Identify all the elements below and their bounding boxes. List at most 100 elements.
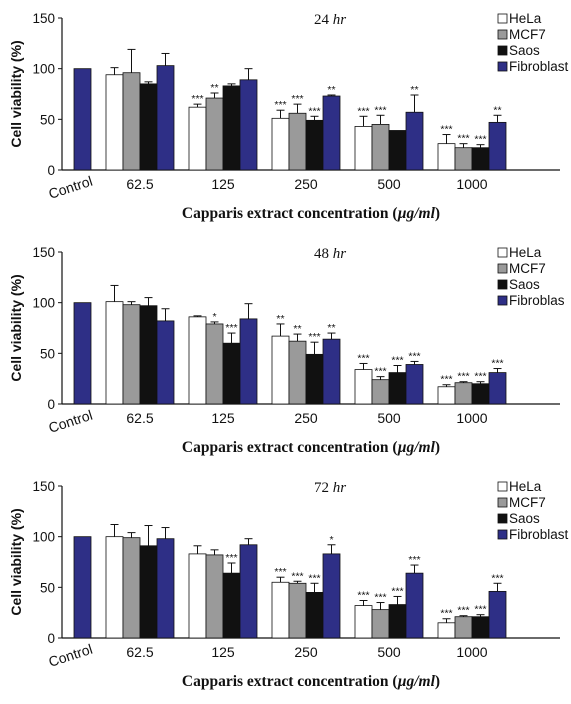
legend-swatch-saos xyxy=(497,45,508,56)
significance-label: *** xyxy=(357,105,369,117)
bar-control xyxy=(73,536,92,639)
significance-label: *** xyxy=(308,105,320,117)
legend-swatch-hela xyxy=(497,247,508,258)
bar-saos xyxy=(471,616,490,639)
bar-hela xyxy=(188,553,207,639)
legend-swatch-fibroblast xyxy=(497,529,508,540)
bar-saos xyxy=(222,85,241,171)
bar-fibroblas xyxy=(322,338,341,405)
chart-title: 48 hr xyxy=(314,246,346,262)
bar-hela xyxy=(188,316,207,405)
x-tick-label: 125 xyxy=(211,410,235,426)
legend-swatch-mcf7 xyxy=(497,263,508,274)
significance-label: *** xyxy=(474,371,486,383)
x-axis-label: Capparis extract concentration (µg/ml) xyxy=(182,439,440,456)
bar-fibroblast xyxy=(322,95,341,171)
significance-label: ** xyxy=(276,313,284,325)
bar-hela xyxy=(188,106,207,171)
legend-swatch-hela xyxy=(497,481,508,492)
significance-label: *** xyxy=(225,322,237,334)
significance-label: *** xyxy=(474,134,486,146)
x-tick-label: 62.5 xyxy=(126,644,153,660)
bar-mcf7 xyxy=(371,379,390,405)
bar-mcf7 xyxy=(122,537,141,639)
bar-mcf7 xyxy=(454,382,473,405)
bar-mcf7 xyxy=(371,124,390,171)
bar-mcf7 xyxy=(122,304,141,405)
bar-mcf7 xyxy=(454,616,473,639)
significance-label: *** xyxy=(374,366,386,378)
bar-saos xyxy=(305,119,324,171)
bar-saos xyxy=(388,372,407,405)
significance-label: *** xyxy=(440,124,452,136)
y-tick-label: 50 xyxy=(40,112,55,127)
legend-label: Fibroblast xyxy=(509,527,569,542)
significance-label: *** xyxy=(491,358,503,370)
y-tick-label: 100 xyxy=(32,530,55,545)
bar-mcf7 xyxy=(205,323,224,405)
chart-panel-48hr: Cell viability (%) 0 50 100 150 Control 62.5 12… xyxy=(0,234,571,468)
bar-mcf7 xyxy=(205,97,224,171)
significance-label: *** xyxy=(374,104,386,116)
y-axis-label: Cell viability (%) xyxy=(8,274,24,381)
x-tick-label: 1000 xyxy=(456,176,487,192)
bar-control xyxy=(73,68,92,171)
bar-saos xyxy=(139,83,158,171)
chart-panel-72hr: Cell viability (%) 0 50 100 150 Control 62.5 12… xyxy=(0,468,571,702)
bar-hela xyxy=(105,301,124,405)
significance-label: ** xyxy=(410,84,418,96)
bar-fibroblast xyxy=(239,544,258,639)
x-tick-label: 250 xyxy=(294,410,318,426)
legend-swatch-mcf7 xyxy=(497,497,508,508)
significance-label: *** xyxy=(274,99,286,111)
bar-fibroblast xyxy=(405,572,424,639)
legend-label: Saos xyxy=(509,43,540,58)
legend-swatch-saos xyxy=(497,279,508,290)
bar-fibroblas xyxy=(239,318,258,405)
significance-label: *** xyxy=(457,605,469,617)
legend-label: MCF7 xyxy=(509,261,546,276)
x-tick-label: 500 xyxy=(377,176,401,192)
significance-label: *** xyxy=(440,374,452,386)
chart-title: 24 hr xyxy=(314,12,346,28)
bar-mcf7 xyxy=(371,609,390,639)
bar-mcf7 xyxy=(454,147,473,171)
bar-fibroblast xyxy=(322,553,341,639)
significance-label: *** xyxy=(308,331,320,343)
bar-saos xyxy=(471,147,490,171)
y-tick-label: 150 xyxy=(32,479,55,494)
bar-mcf7 xyxy=(288,340,307,405)
y-tick-label: 150 xyxy=(32,11,55,26)
bar-saos xyxy=(388,604,407,639)
significance-label: *** xyxy=(440,608,452,620)
significance-label: *** xyxy=(225,552,237,564)
x-tick-label: 62.5 xyxy=(126,176,153,192)
significance-label: *** xyxy=(374,592,386,604)
x-tick-label: 250 xyxy=(294,176,318,192)
significance-label: *** xyxy=(491,572,503,584)
y-axis-label: Cell viability (%) xyxy=(8,40,24,147)
significance-label: ** xyxy=(293,323,301,335)
bar-fibroblast xyxy=(156,538,175,639)
bar-mcf7 xyxy=(288,112,307,171)
bar-mcf7 xyxy=(288,582,307,639)
significance-label: *** xyxy=(391,585,403,597)
legend-label: HeLa xyxy=(509,479,542,494)
significance-label: *** xyxy=(408,350,420,362)
x-tick-label: 1000 xyxy=(456,410,487,426)
bar-saos xyxy=(139,305,158,405)
y-axis-label: Cell viability (%) xyxy=(8,508,24,615)
bar-saos xyxy=(139,545,158,639)
bar-fibroblast xyxy=(488,590,507,639)
significance-label: ** xyxy=(493,104,501,116)
bar-hela xyxy=(354,126,373,171)
bar-hela xyxy=(271,335,290,405)
y-tick-label: 0 xyxy=(47,631,55,646)
bar-hela xyxy=(271,117,290,171)
legend-swatch-mcf7 xyxy=(497,29,508,40)
bar-control xyxy=(73,302,92,405)
x-tick-label: 500 xyxy=(377,644,401,660)
bar-mcf7 xyxy=(122,72,141,171)
